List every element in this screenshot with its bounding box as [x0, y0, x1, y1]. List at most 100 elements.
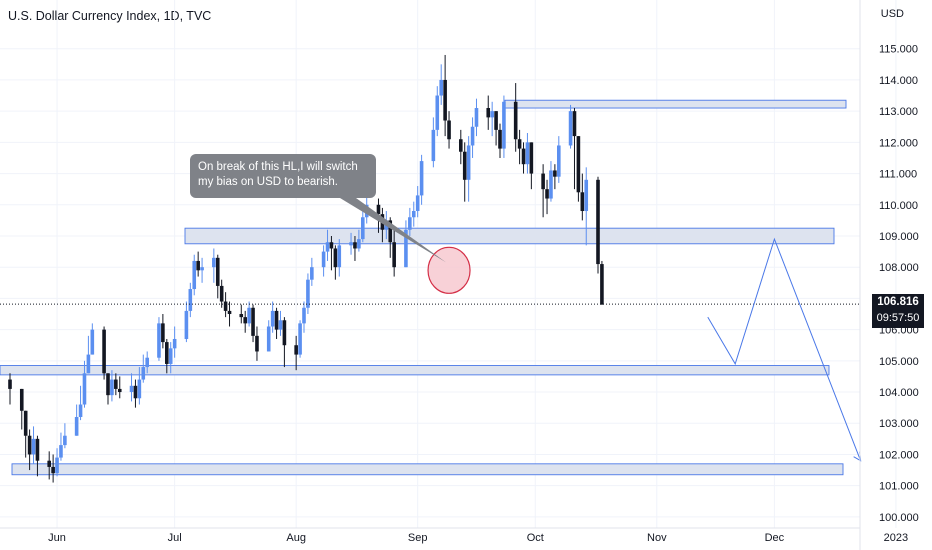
annotations-layer — [0, 198, 862, 462]
y-tick-label: 102.000 — [879, 449, 919, 461]
candle-body — [141, 367, 146, 380]
candle-body — [443, 79, 447, 121]
candle-body — [521, 148, 526, 165]
candle-body — [419, 161, 424, 196]
candle-body — [502, 101, 506, 149]
candle-body — [584, 179, 589, 212]
candle-body — [278, 320, 283, 330]
candle-body — [302, 307, 306, 324]
candle-body — [145, 357, 149, 368]
candle-body — [243, 317, 247, 324]
annotation-text: On break of this HL,I will switch my bia… — [198, 161, 358, 188]
last-price: 106.816 — [877, 296, 919, 308]
zone-1[interactable] — [504, 99, 847, 109]
y-tick-label: 104.000 — [879, 387, 919, 399]
x-tick-label: Jun — [48, 532, 66, 544]
candle-body — [517, 139, 522, 149]
candle-body — [357, 239, 361, 249]
x-tick-label: 2023 — [884, 532, 908, 544]
zone-2[interactable] — [184, 227, 835, 245]
projection-path — [707, 237, 862, 461]
candle-body — [494, 111, 498, 130]
candle-body — [192, 260, 197, 290]
support-resistance-zones[interactable] — [0, 99, 847, 476]
candle-body — [329, 242, 334, 249]
candle-body — [306, 279, 310, 308]
candle-body — [572, 111, 577, 137]
candle-body — [435, 95, 440, 130]
x-tick-label: Oct — [527, 532, 544, 544]
candle-body — [51, 466, 55, 474]
candle-body — [282, 320, 287, 346]
candle-body — [165, 342, 169, 364]
candle-body — [541, 173, 545, 190]
candle-body — [294, 345, 298, 355]
candle-body — [86, 354, 91, 374]
candle-body — [184, 310, 189, 339]
candle-body — [255, 335, 259, 352]
candle-body — [8, 379, 12, 389]
candle-body — [117, 388, 122, 393]
candle-body — [596, 179, 600, 265]
candle-body — [568, 111, 573, 146]
y-tick-label: 112.000 — [879, 137, 918, 149]
candle-body — [553, 170, 557, 177]
chart-title: U.S. Dollar Currency Index, 1D, TVC — [8, 9, 212, 23]
candle-body — [600, 264, 604, 305]
candle-body — [227, 310, 232, 315]
candle-body — [298, 323, 302, 355]
candle-body — [392, 242, 396, 268]
x-tick-label: Aug — [286, 532, 306, 544]
candle-body — [102, 329, 106, 374]
zone-3[interactable] — [0, 365, 830, 376]
candle-body — [82, 373, 87, 405]
candle-body — [157, 323, 161, 358]
candle-body — [545, 189, 549, 199]
bar-countdown: 09:57:50 — [876, 312, 920, 324]
candle-body — [490, 111, 494, 118]
candle-body — [212, 257, 216, 268]
callout-pointer — [340, 198, 447, 263]
candle-body — [188, 289, 193, 311]
candle-body — [439, 79, 443, 96]
candle-body — [513, 101, 518, 140]
y-tick-label: 101.000 — [879, 481, 919, 493]
candle-body — [35, 438, 40, 461]
y-tick-label: 113.000 — [879, 106, 918, 118]
candle-body — [63, 435, 67, 446]
candle-body — [219, 285, 224, 302]
zone-4[interactable] — [11, 463, 844, 476]
candle-body — [110, 379, 114, 396]
candle-body — [133, 385, 138, 399]
candle-body — [172, 338, 177, 349]
last-price-tag: 106.816 09:57:50 — [872, 294, 924, 328]
candle-body — [47, 460, 51, 467]
candle-body — [90, 329, 95, 355]
candle-body — [129, 385, 134, 393]
candle-body — [251, 307, 255, 336]
candle-body — [168, 348, 173, 364]
candle-body — [349, 242, 353, 246]
candle-body — [337, 245, 342, 268]
highlight-circle — [427, 246, 471, 294]
candle-body — [466, 145, 471, 180]
annotation-callout[interactable]: On break of this HL,I will switch my bia… — [190, 154, 376, 198]
candle-body — [161, 323, 165, 343]
candle-body — [361, 217, 365, 240]
candle-body — [74, 417, 79, 436]
y-tick-label: 115.000 — [879, 44, 918, 56]
candle-body — [200, 267, 204, 271]
candle-body — [459, 139, 463, 152]
candle-body — [576, 136, 581, 193]
candle-body — [19, 388, 24, 411]
candle-body — [78, 404, 83, 418]
y-tick-label: 100.000 — [879, 512, 919, 524]
candle-body — [411, 211, 416, 218]
candle-body — [215, 257, 220, 286]
candle-body — [247, 307, 251, 324]
candle-body — [321, 251, 326, 268]
candle-body — [239, 314, 244, 318]
candle-body — [270, 310, 275, 327]
